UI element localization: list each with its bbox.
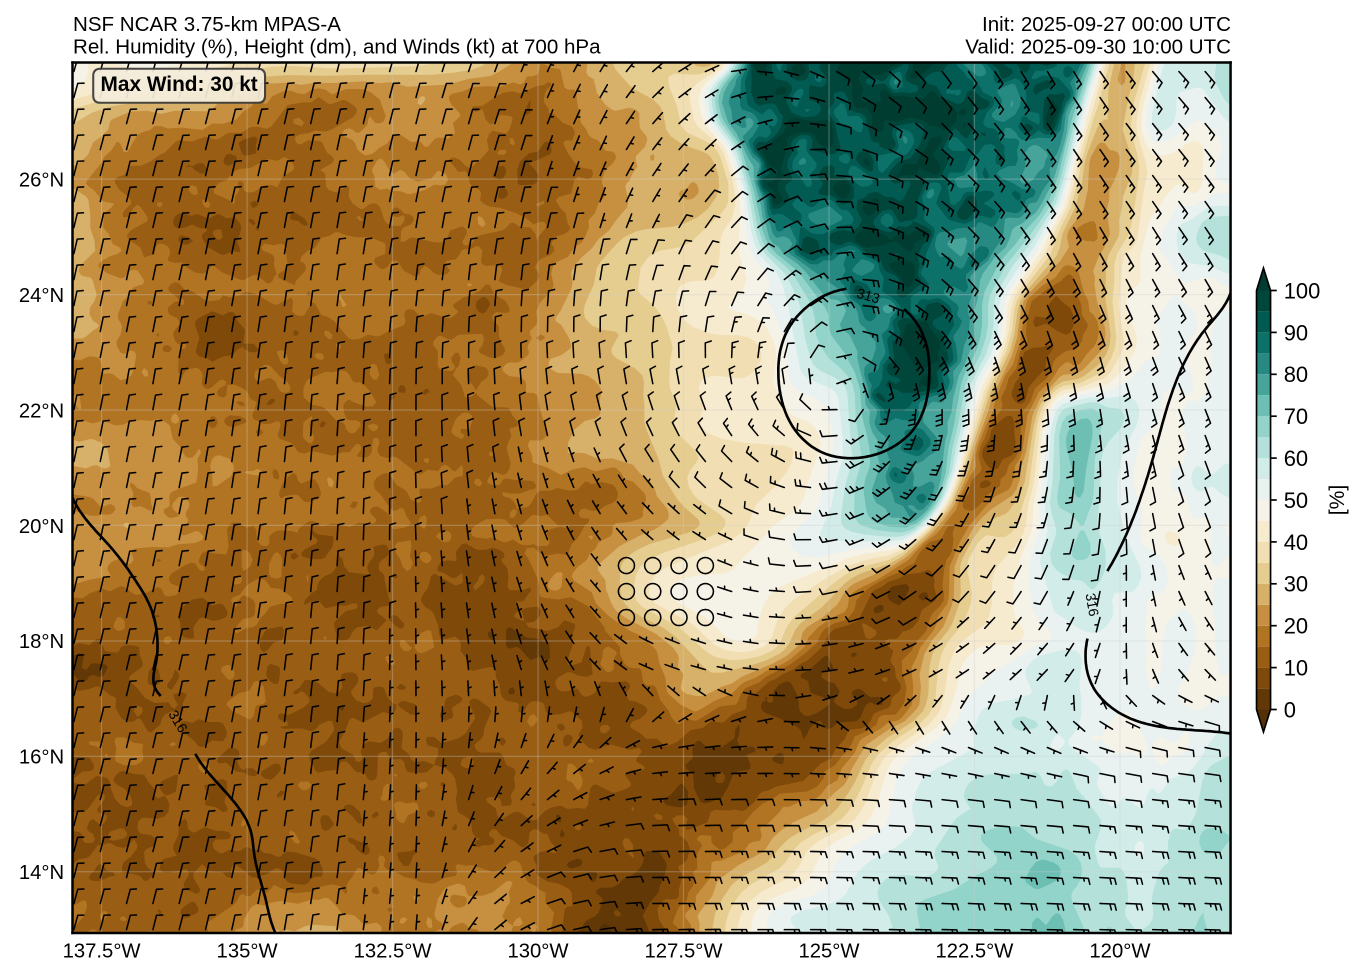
svg-text:30: 30 — [1284, 572, 1308, 597]
svg-text:100: 100 — [1284, 278, 1321, 303]
svg-text:18°N: 18°N — [19, 631, 64, 653]
svg-text:70: 70 — [1284, 404, 1308, 429]
svg-text:20: 20 — [1284, 614, 1308, 639]
svg-text:40: 40 — [1284, 530, 1308, 555]
svg-text:50: 50 — [1284, 488, 1308, 513]
svg-text:Init: 2025-09-27 00:00 UTC: Init: 2025-09-27 00:00 UTC — [982, 13, 1231, 36]
svg-text:Valid: 2025-09-30 10:00 UTC: Valid: 2025-09-30 10:00 UTC — [965, 36, 1231, 59]
svg-text:313: 313 — [855, 285, 882, 307]
svg-text:NSF NCAR 3.75-km MPAS-A: NSF NCAR 3.75-km MPAS-A — [73, 13, 341, 36]
svg-text:22°N: 22°N — [19, 400, 64, 422]
svg-text:127.5°W: 127.5°W — [645, 940, 724, 962]
svg-text:130°W: 130°W — [508, 940, 570, 962]
svg-text:120°W: 120°W — [1089, 940, 1151, 962]
svg-text:122.5°W: 122.5°W — [935, 940, 1014, 962]
svg-text:316: 316 — [1083, 592, 1103, 618]
svg-text:[%]: [%] — [1326, 485, 1349, 516]
svg-text:135°W: 135°W — [217, 940, 279, 962]
svg-text:125°W: 125°W — [798, 940, 860, 962]
svg-text:10: 10 — [1284, 656, 1308, 681]
svg-text:16°N: 16°N — [19, 747, 64, 769]
svg-text:132.5°W: 132.5°W — [354, 940, 433, 962]
svg-text:20°N: 20°N — [19, 516, 64, 538]
svg-text:90: 90 — [1284, 320, 1308, 345]
svg-text:Max Wind: 30 kt: Max Wind: 30 kt — [101, 73, 258, 96]
svg-text:26°N: 26°N — [19, 169, 64, 191]
svg-text:137.5°W: 137.5°W — [63, 940, 142, 962]
svg-text:0: 0 — [1284, 697, 1296, 722]
svg-text:14°N: 14°N — [19, 862, 64, 884]
svg-text:24°N: 24°N — [19, 285, 64, 307]
svg-text:80: 80 — [1284, 362, 1308, 387]
svg-text:Rel. Humidity (%), Height (dm): Rel. Humidity (%), Height (dm), and Wind… — [73, 36, 601, 59]
svg-text:60: 60 — [1284, 446, 1308, 471]
